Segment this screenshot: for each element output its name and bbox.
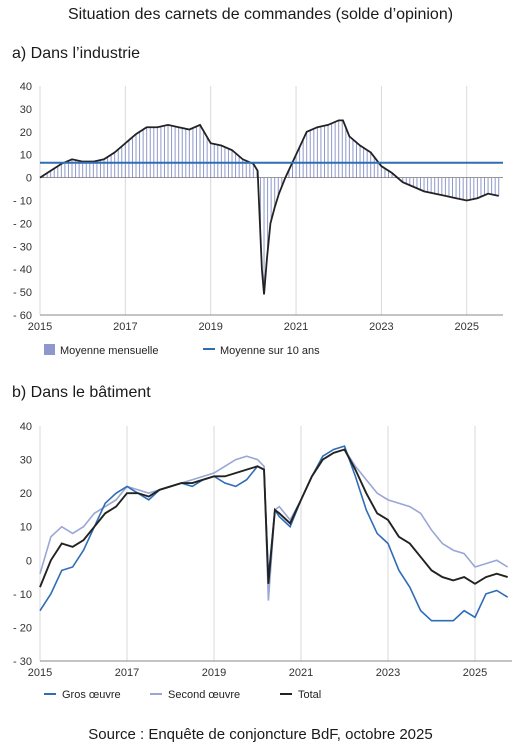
source-note: Source : Enquête de conjoncture BdF, oct… (88, 726, 433, 743)
y-tick-label: - 30 (13, 241, 32, 253)
x-tick-label: 2021 (289, 667, 313, 679)
x-tick-label: 2025 (463, 667, 487, 679)
y-tick-label: 10 (20, 150, 32, 162)
x-tick-label: 2021 (284, 321, 308, 333)
y-tick-label: - 40 (13, 264, 32, 276)
panel-a-title: a) Dans l’industrie (12, 45, 141, 62)
page-title: Situation des carnets de commandes (sold… (67, 6, 454, 23)
y-tick-label: 30 (20, 104, 32, 116)
y-tick-label: 20 (20, 127, 32, 139)
y-tick-label: 30 (20, 455, 32, 467)
y-tick-label: - 60 (13, 310, 32, 322)
y-tick-label: - 10 (13, 196, 32, 208)
y-tick-label: - 10 (13, 589, 32, 601)
panel-b-title: b) Dans le bâtiment (12, 384, 151, 401)
legend-label: Moyenne mensuelle (60, 345, 158, 357)
y-tick-label: - 30 (13, 656, 32, 668)
legend-label: Moyenne sur 10 ans (220, 345, 320, 357)
y-tick-label: 20 (20, 488, 32, 500)
legend-label: Second œuvre (168, 689, 240, 701)
y-tick-label: 40 (20, 421, 32, 433)
x-tick-label: 2015 (28, 321, 52, 333)
x-tick-label: 2025 (454, 321, 478, 333)
x-tick-label: 2019 (198, 321, 222, 333)
x-tick-label: 2017 (115, 667, 139, 679)
y-tick-label: - 20 (13, 218, 32, 230)
y-tick-label: 0 (26, 555, 32, 567)
y-tick-label: 0 (26, 173, 32, 185)
y-tick-label: 10 (20, 522, 32, 534)
monthly-line (39, 119, 499, 295)
y-tick-label: 40 (20, 81, 32, 93)
x-tick-label: 2015 (28, 667, 52, 679)
legend-swatch-bars (44, 344, 55, 355)
x-tick-label: 2023 (376, 667, 400, 679)
y-tick-label: - 20 (13, 622, 32, 634)
x-tick-label: 2023 (369, 321, 393, 333)
series-line (39, 448, 508, 588)
x-tick-label: 2019 (202, 667, 226, 679)
monthly-bars (43, 120, 500, 295)
legend-label: Gros œuvre (62, 689, 121, 701)
x-tick-label: 2017 (113, 321, 137, 333)
legend-label: Total (298, 689, 321, 701)
y-tick-label: - 50 (13, 287, 32, 299)
